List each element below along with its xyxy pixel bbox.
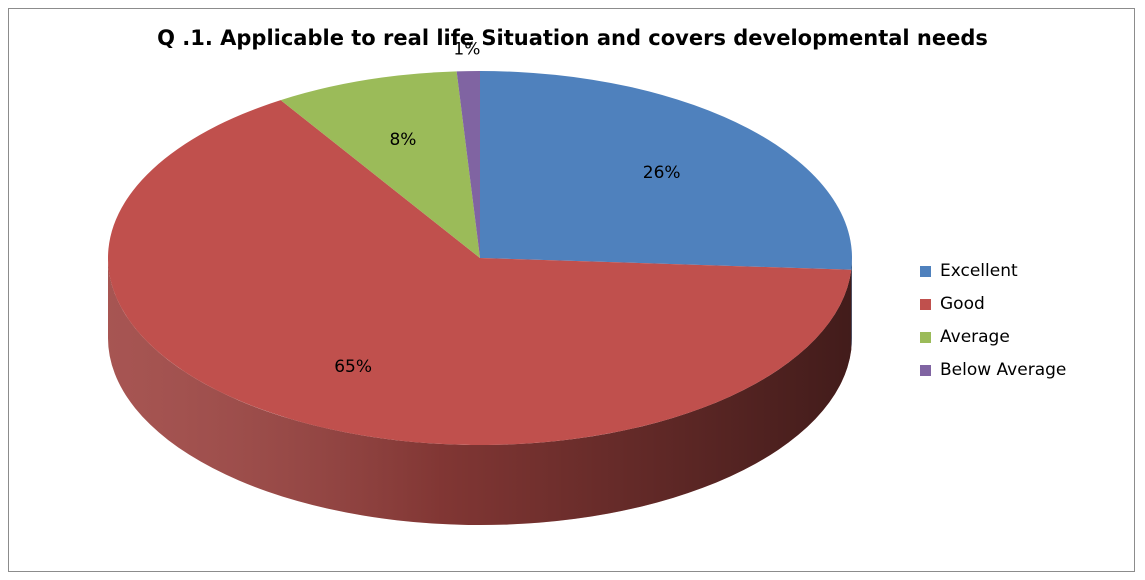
legend-label: Below Average bbox=[940, 360, 1067, 380]
legend-swatch bbox=[920, 266, 931, 277]
slice-below-average bbox=[456, 71, 480, 258]
legend-label: Excellent bbox=[940, 261, 1018, 281]
legend-label: Good bbox=[940, 294, 985, 314]
data-label-good: 65% bbox=[334, 357, 372, 377]
slice-side-good-shade bbox=[107, 258, 852, 526]
slice-average bbox=[280, 71, 480, 259]
legend-swatch bbox=[920, 299, 931, 310]
data-label-excellent: 26% bbox=[643, 163, 681, 183]
data-label-average: 8% bbox=[389, 130, 416, 150]
data-label-below-average: 1% bbox=[453, 40, 480, 60]
legend-label: Average bbox=[940, 327, 1010, 347]
chart-title: Q .1. Applicable to real life Situation … bbox=[157, 26, 988, 50]
legend-swatch bbox=[920, 332, 931, 343]
legend-swatch bbox=[920, 365, 931, 376]
slice-side-excellent-shade bbox=[851, 258, 853, 350]
slice-excellent bbox=[480, 71, 853, 270]
slice-good bbox=[108, 100, 852, 445]
